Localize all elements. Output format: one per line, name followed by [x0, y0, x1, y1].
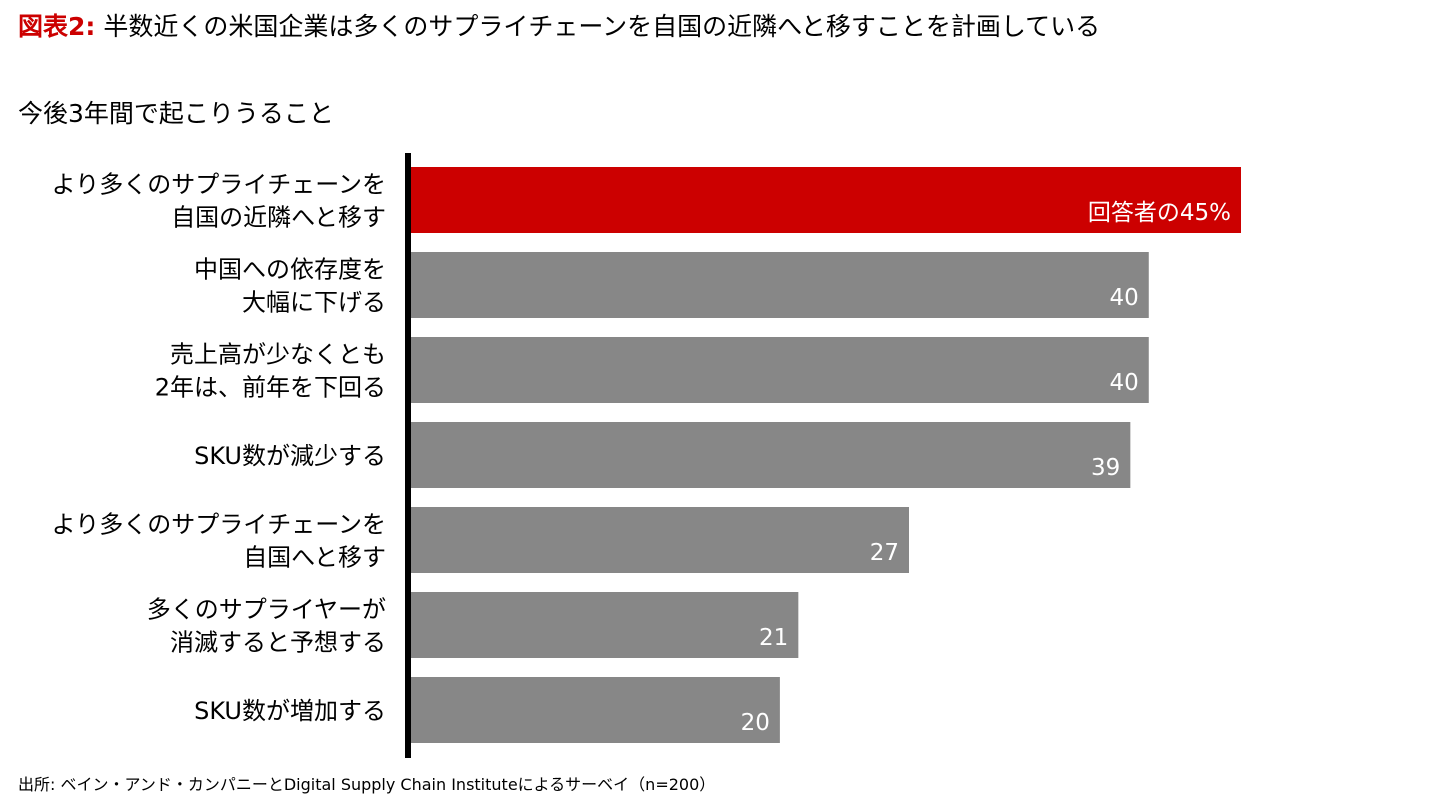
bar-3: [411, 337, 1149, 403]
bar-7: [411, 677, 780, 743]
category-label-2-line-1: 中国への依存度を: [194, 256, 386, 284]
bar-4: [411, 422, 1131, 488]
chart-title: 図表2: 半数近くの米国企業は多くのサプライチェーンを自国の近隣へと移すことを計…: [18, 10, 1100, 44]
value-label-3: 40: [1109, 370, 1138, 396]
category-label-3-line-1: 売上高が少なくとも: [170, 341, 386, 369]
category-label-7-line-1: SKU数が増加する: [194, 697, 386, 725]
bar-chart: より多くのサプライチェーンを自国の近隣へと移す中国への依存度を大幅に下げる売上高…: [52, 153, 1241, 758]
value-label-1: 回答者の45%: [1088, 200, 1231, 226]
chart-title-text: 半数近くの米国企業は多くのサプライチェーンを自国の近隣へと移すことを計画している: [103, 12, 1101, 41]
bar-5: [411, 507, 909, 573]
category-labels-group: より多くのサプライチェーンを自国の近隣へと移す中国への依存度を大幅に下げる売上高…: [52, 171, 386, 726]
category-label-1-line-2: 自国の近隣へと移す: [171, 204, 386, 232]
category-label-3-line-2: 2年は、前年を下回る: [155, 374, 386, 402]
bar-1: [411, 167, 1241, 233]
source-note: 出所: ベイン・アンド・カンパニーとDigital Supply Chain I…: [18, 775, 716, 794]
category-label-5-line-2: 自国へと移す: [243, 544, 386, 572]
bars-group: [411, 167, 1241, 743]
value-label-4: 39: [1091, 455, 1120, 481]
category-label-1-line-1: より多くのサプライチェーンを: [52, 171, 386, 199]
value-label-2: 40: [1109, 285, 1138, 311]
category-label-6-line-1: 多くのサプライヤーが: [147, 596, 386, 624]
category-label-6-line-2: 消滅すると予想する: [170, 629, 386, 657]
chart-subtitle: 今後3年間で起こりうること: [18, 99, 334, 128]
bar-6: [411, 592, 799, 658]
value-label-7: 20: [741, 710, 770, 736]
bar-2: [411, 252, 1149, 318]
category-label-2-line-2: 大幅に下げる: [242, 289, 386, 317]
value-label-6: 21: [759, 625, 788, 651]
value-labels-group: 回答者の45% 40 40 39 27 21 20: [741, 200, 1231, 736]
category-label-5-line-1: より多くのサプライチェーンを: [52, 511, 386, 539]
chart-title-prefix: 図表2:: [18, 12, 96, 41]
value-label-5: 27: [870, 540, 899, 566]
category-label-4-line-1: SKU数が減少する: [194, 442, 386, 470]
